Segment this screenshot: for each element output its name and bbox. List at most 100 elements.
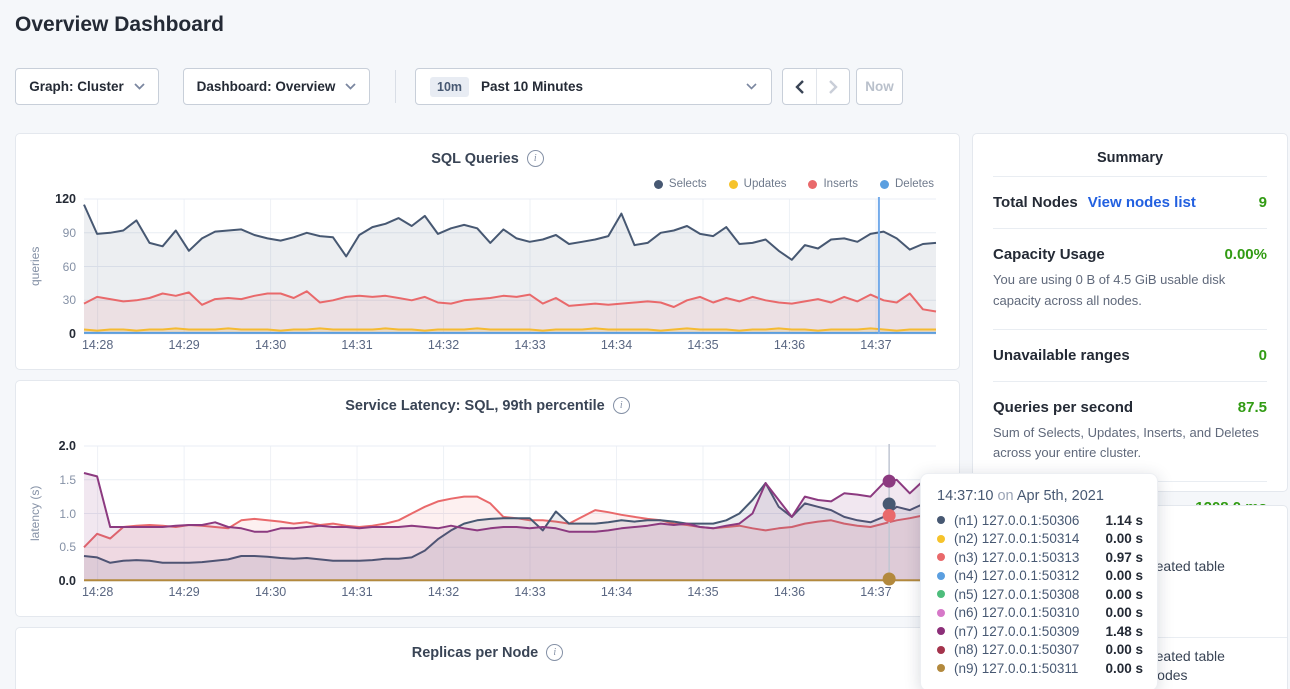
info-icon[interactable]: i <box>546 644 564 661</box>
node-color-dot-icon <box>937 516 945 525</box>
y-tick-label: 0.5 <box>59 540 76 555</box>
tooltip-node-row: (n2) 127.0.0.1:50314 0.00 s <box>935 530 1143 549</box>
qps-value: 87.5 <box>1237 398 1267 416</box>
tooltip-node-address: (n6) 127.0.0.1:50310 <box>954 605 1080 621</box>
capacity-usage-label: Capacity Usage <box>993 246 1105 263</box>
dashboard-dropdown-label: Dashboard: Overview <box>196 79 336 94</box>
legend-item-updates: Updates <box>728 178 786 190</box>
summary-title: Summary <box>1096 150 1164 166</box>
now-button[interactable]: Now <box>856 68 903 105</box>
tooltip-node-address: (n8) 127.0.0.1:50307 <box>954 642 1080 658</box>
total-nodes-label: Total Nodes <box>993 194 1078 211</box>
tooltip-node-row: (n9) 127.0.0.1:50311 0.00 s <box>935 659 1143 678</box>
y-tick-label: 1.5 <box>59 472 76 487</box>
x-tick-label: 14:33 <box>514 585 546 599</box>
qps-description: Sum of Selects, Updates, Inserts, and De… <box>993 424 1259 461</box>
time-back-button[interactable] <box>783 69 816 104</box>
unavailable-ranges-label: Unavailable ranges <box>993 346 1130 364</box>
x-tick-label: 14:35 <box>687 585 719 599</box>
summary-panel: Summary Total Nodes View nodes list 9 Ca… <box>972 133 1288 516</box>
x-tick-label: 14:35 <box>687 338 719 352</box>
tooltip-node-row: (n3) 127.0.0.1:50313 0.97 s <box>935 548 1143 567</box>
tooltip-node-value: 0.00 s <box>1105 568 1143 584</box>
node-color-dot-icon <box>937 534 945 543</box>
node-color-dot-icon <box>937 608 945 617</box>
legend-item-deletes: Deletes <box>880 178 934 190</box>
x-tick-label: 14:29 <box>168 338 200 352</box>
node-color-dot-icon <box>937 553 945 562</box>
capacity-usage-description: You are using 0 B of 4.5 GiB usable disk… <box>993 272 1226 308</box>
tooltip-time: 14:37:10 <box>937 488 994 504</box>
legend-dot-icon <box>880 179 889 189</box>
x-tick-label: 14:32 <box>427 338 460 352</box>
tooltip-node-value: 1.14 s <box>1105 512 1143 528</box>
sql-queries-panel: SQL Queries i Selects Updates Inserts Delet… <box>15 133 960 370</box>
summary-unavailable-row: Unavailable ranges 0 <box>993 328 1267 381</box>
tooltip-node-row: (n8) 127.0.0.1:50307 0.00 s <box>935 641 1143 660</box>
unavailable-ranges-value: 0 <box>1258 346 1267 364</box>
x-tick-label: 14:31 <box>341 338 373 352</box>
time-range-dropdown[interactable]: 10m Past 10 Minutes <box>415 68 772 105</box>
y-tick-label: 0 <box>69 327 76 341</box>
total-nodes-value: 9 <box>1258 194 1267 211</box>
replicas-per-node-panel: Replicas per Node i <box>15 627 960 689</box>
info-icon[interactable]: i <box>612 397 630 414</box>
tooltip-node-address: (n9) 127.0.0.1:50311 <box>954 660 1079 676</box>
x-tick-label: 14:28 <box>81 338 114 352</box>
capacity-usage-value: 0.00% <box>1224 246 1267 263</box>
time-range-badge: 10m <box>430 76 470 97</box>
toolbar-divider <box>395 70 396 103</box>
tooltip-node-address: (n2) 127.0.0.1:50314 <box>954 531 1080 547</box>
service-latency-chart-title: Service Latency: SQL, 99th percentile <box>345 397 605 414</box>
legend-dot-icon <box>653 179 663 189</box>
legend-dot-icon <box>728 179 738 189</box>
tooltip-node-address: (n3) 127.0.0.1:50313 <box>954 549 1080 565</box>
legend-item-selects: Selects <box>653 178 707 190</box>
chevron-down-icon <box>345 83 357 90</box>
sql-queries-chart[interactable] <box>83 197 937 335</box>
tooltip-node-value: 1.48 s <box>1105 623 1143 639</box>
x-tick-label: 14:34 <box>600 338 633 352</box>
chevron-down-icon <box>746 83 757 90</box>
graph-scope-dropdown[interactable]: Graph: Cluster <box>15 68 159 105</box>
tooltip-date: Apr 5th, 2021 <box>1016 488 1104 504</box>
tooltip-on: on <box>997 488 1014 504</box>
sql-queries-legend: Selects Updates Inserts Deletes <box>653 178 934 190</box>
tooltip-node-address: (n5) 127.0.0.1:50308 <box>954 586 1080 602</box>
qps-label: Queries per second <box>993 398 1134 416</box>
y-tick-label: 2.0 <box>58 439 76 453</box>
x-tick-label: 14:36 <box>773 585 806 599</box>
time-range-label: Past 10 Minutes <box>481 79 584 94</box>
tooltip-node-value: 0.00 s <box>1105 531 1143 547</box>
y-tick-label: 0.0 <box>58 574 76 588</box>
view-nodes-list-link[interactable]: View nodes list <box>1087 194 1196 211</box>
y-tick-label: 1.0 <box>59 506 76 521</box>
graph-scope-label: Graph: Cluster <box>29 79 124 94</box>
tooltip-node-row: (n1) 127.0.0.1:50306 1.14 s <box>935 511 1143 530</box>
node-color-dot-icon <box>937 590 945 599</box>
time-shift-buttons <box>782 68 850 105</box>
latency-y-axis-labels: 0.0 0.5 1.0 1.5 2.0 <box>16 439 76 588</box>
now-button-label: Now <box>865 79 894 94</box>
summary-qps-row: Queries per second 87.5 Sum of Selects, … <box>993 380 1267 482</box>
tooltip-node-value: 0.97 s <box>1105 549 1143 565</box>
node-color-dot-icon <box>937 627 945 636</box>
summary-capacity-row: Capacity Usage 0.00% You are using 0 B o… <box>993 228 1267 329</box>
page-title: Overview Dashboard <box>15 13 224 36</box>
node-color-dot-icon <box>937 645 945 654</box>
chart-hover-tooltip: 14:37:10 on Apr 5th, 2021 (n1) 127.0.0.1… <box>920 473 1158 689</box>
y-tick-label: 30 <box>62 293 76 308</box>
info-icon[interactable]: i <box>526 150 544 167</box>
node-color-dot-icon <box>937 664 945 673</box>
service-latency-chart[interactable] <box>83 444 937 586</box>
tooltip-node-address: (n1) 127.0.0.1:50306 <box>954 512 1080 528</box>
sql-y-axis-labels: 0 30 60 90 120 <box>16 192 76 341</box>
dashboard-dropdown[interactable]: Dashboard: Overview <box>183 68 370 105</box>
tooltip-node-row: (n7) 127.0.0.1:50309 1.48 s <box>935 622 1143 641</box>
tooltip-node-value: 0.00 s <box>1105 586 1143 602</box>
tooltip-node-value: 0.00 s <box>1105 642 1143 658</box>
y-tick-label: 60 <box>62 259 76 274</box>
time-forward-button[interactable] <box>816 69 849 104</box>
x-tick-label: 14:37 <box>860 338 892 352</box>
